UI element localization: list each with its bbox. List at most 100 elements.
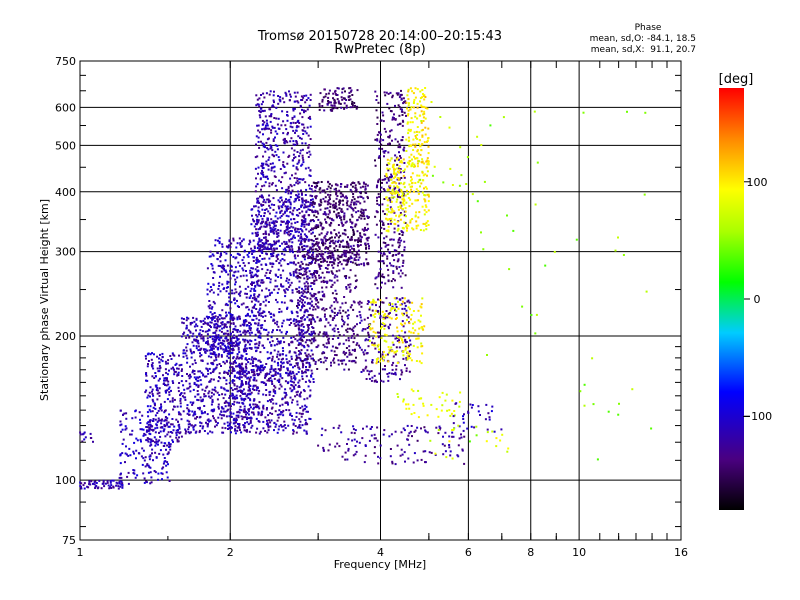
data-point	[208, 420, 211, 423]
data-point	[242, 338, 245, 341]
data-point	[296, 403, 299, 406]
data-point	[299, 149, 302, 152]
data-point	[310, 282, 313, 285]
data-point	[344, 311, 347, 314]
data-point	[306, 324, 309, 326]
data-point	[306, 286, 309, 289]
data-point	[336, 314, 339, 316]
data-point	[322, 351, 325, 354]
data-point	[273, 249, 276, 252]
data-point	[387, 223, 390, 225]
data-point	[308, 251, 311, 254]
data-point	[388, 142, 391, 145]
data-point	[240, 370, 243, 373]
data-point	[246, 412, 249, 414]
data-point	[149, 410, 152, 413]
data-point	[309, 418, 312, 420]
data-point	[255, 143, 257, 146]
data-point	[226, 264, 229, 267]
data-point	[258, 341, 261, 344]
data-point	[374, 215, 377, 218]
data-point	[367, 227, 370, 230]
data-point	[285, 332, 288, 335]
data-point	[273, 222, 276, 225]
data-point	[388, 197, 391, 200]
data-point	[219, 253, 222, 256]
data-point	[322, 361, 325, 364]
data-point	[250, 369, 253, 371]
data-point	[284, 124, 287, 127]
data-point	[290, 222, 293, 225]
data-point	[266, 147, 269, 150]
data-point	[402, 120, 405, 123]
data-point	[151, 362, 154, 365]
data-point	[258, 131, 261, 134]
data-point	[376, 331, 379, 334]
data-point	[325, 318, 328, 321]
data-point	[362, 213, 365, 216]
data-point	[197, 379, 200, 382]
data-point	[396, 339, 399, 342]
data-point	[300, 225, 303, 228]
data-point	[312, 201, 315, 204]
data-point	[227, 345, 230, 348]
data-point	[220, 354, 223, 357]
data-point	[304, 255, 306, 258]
data-point	[247, 382, 250, 385]
data-point	[225, 290, 228, 293]
data-point	[125, 445, 127, 448]
data-point	[395, 306, 398, 308]
data-point	[345, 195, 348, 198]
data-point	[261, 268, 264, 271]
data-point	[307, 263, 310, 266]
data-point	[286, 119, 289, 122]
data-point	[212, 291, 215, 294]
data-point	[293, 100, 296, 103]
data-point	[400, 303, 403, 306]
data-point	[267, 168, 270, 171]
data-point	[253, 357, 256, 360]
data-point	[378, 147, 381, 150]
data-point	[352, 308, 355, 311]
data-point	[379, 119, 382, 122]
data-point	[202, 337, 205, 340]
data-point	[178, 354, 180, 357]
data-point	[269, 269, 272, 272]
data-point	[341, 253, 344, 256]
data-point	[285, 128, 288, 131]
data-point	[298, 272, 301, 275]
data-point	[268, 224, 271, 227]
data-point	[129, 433, 131, 436]
data-point	[337, 337, 340, 339]
data-point	[156, 367, 159, 370]
data-point	[368, 373, 370, 376]
data-point	[326, 239, 329, 241]
data-point	[359, 314, 362, 317]
data-point	[401, 307, 404, 310]
data-point	[222, 332, 225, 335]
data-point	[229, 307, 232, 310]
data-point	[357, 239, 360, 242]
data-point	[235, 357, 238, 360]
data-point	[299, 296, 301, 299]
data-point	[347, 368, 350, 371]
data-point	[310, 232, 313, 235]
data-point	[124, 452, 127, 455]
data-point	[223, 422, 226, 425]
data-point	[359, 240, 361, 243]
data-point	[355, 356, 357, 359]
data-point	[222, 407, 225, 410]
data-point	[196, 376, 199, 379]
data-point	[242, 302, 245, 305]
data-point	[206, 368, 209, 371]
data-point	[324, 191, 327, 194]
data-point	[321, 239, 324, 242]
data-point	[329, 194, 332, 196]
data-point	[286, 306, 289, 309]
data-point	[282, 336, 285, 339]
data-point	[287, 207, 290, 210]
data-point	[324, 313, 326, 316]
data-point	[141, 447, 144, 450]
data-point	[189, 401, 192, 404]
data-point	[148, 438, 151, 441]
